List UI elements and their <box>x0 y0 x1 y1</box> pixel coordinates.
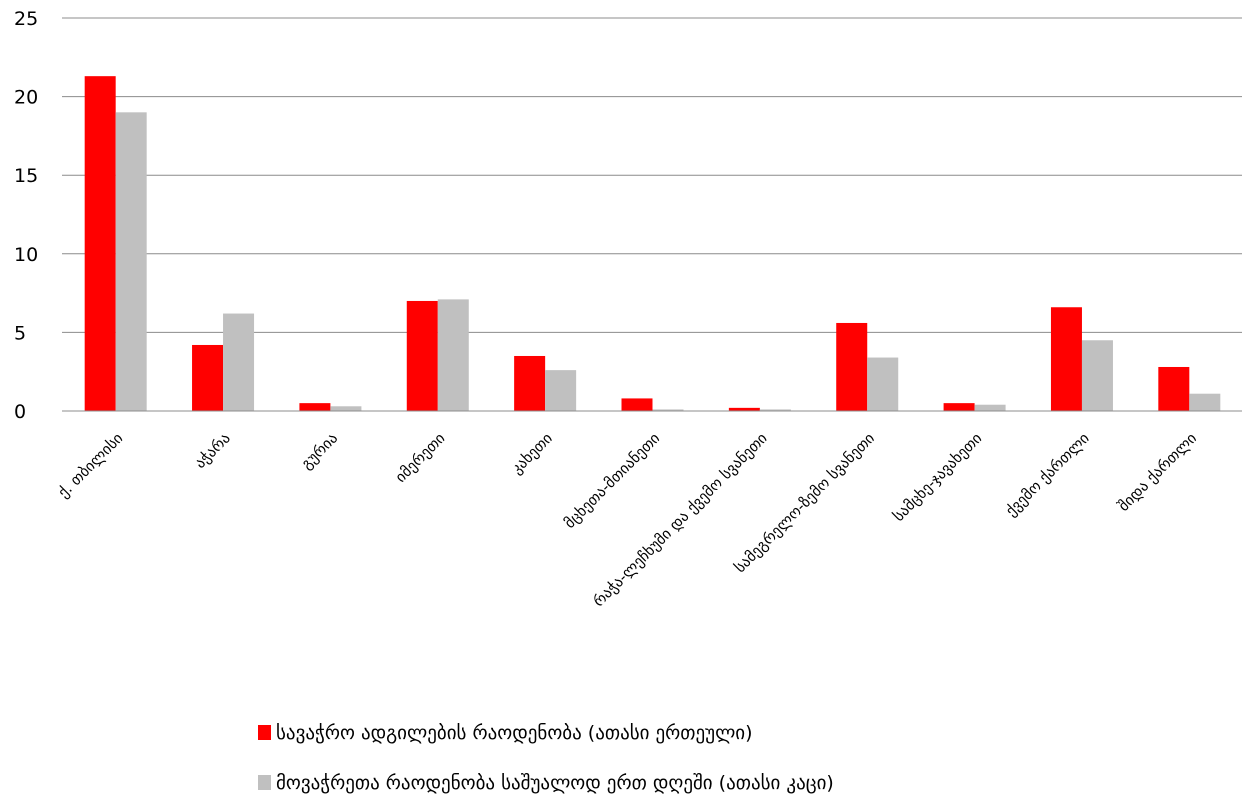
x-category-label: შიდა ქართლი <box>1114 429 1200 515</box>
x-category-label: ქვემო ქართლი <box>1002 429 1093 520</box>
bar-series-2-1 <box>223 313 255 411</box>
y-tick-label: 20 <box>14 87 38 109</box>
bar-series-1-4 <box>514 355 546 411</box>
bar-series-1-7 <box>836 322 868 411</box>
y-tick-label: 5 <box>14 322 26 344</box>
x-axis-category-labels: ქ. თბილისი აჭარა გურია იმერეთი კახეთი მცხეთა-… <box>54 429 1200 610</box>
gridlines <box>62 17 1242 333</box>
legend: სავაჭრო ადგილების რაოდენობა (ათასი ერთეუ… <box>258 722 834 794</box>
legend-swatch-2 <box>258 775 271 790</box>
legend-label-1: სავაჭრო ადგილების რაოდენობა (ათასი ერთეუ… <box>276 722 753 744</box>
bar-series-2-3 <box>437 299 469 411</box>
bar-series-2-9 <box>1081 340 1113 411</box>
x-category-label: ქ. თბილისი <box>54 429 126 501</box>
bar-series-2-5 <box>652 409 684 411</box>
bar-series-2-10 <box>1189 393 1221 411</box>
x-category-label: მცხეთა-მთიანეთი <box>561 429 664 532</box>
bar-series-2-0 <box>115 112 147 411</box>
legend-swatch-1 <box>258 725 271 740</box>
x-category-label: აჭარა <box>191 429 234 472</box>
bar-series-2-8 <box>974 404 1006 411</box>
bar-series-1-9 <box>1050 307 1082 411</box>
bar-series-1-2 <box>299 403 331 411</box>
bars <box>84 76 1221 411</box>
bar-series-2-6 <box>759 409 791 411</box>
bar-series-1-0 <box>84 76 116 411</box>
bar-series-1-8 <box>943 403 975 411</box>
y-tick-label: 25 <box>14 8 38 30</box>
x-category-label: სამცხე-ჯავახეთი <box>889 429 985 525</box>
x-category-label: კახეთი <box>508 429 557 478</box>
y-tick-label: 0 <box>14 401 26 423</box>
bar-series-1-3 <box>406 300 438 411</box>
y-tick-label: 15 <box>14 165 38 187</box>
bar-series-2-4 <box>545 370 577 411</box>
bar-series-1-1 <box>192 344 224 411</box>
y-tick-label: 10 <box>14 244 38 266</box>
x-category-label: რაჭა-ლეჩხუმი და ქვემო სვანეთი <box>589 429 770 610</box>
bar-series-2-7 <box>867 357 899 411</box>
y-axis-ticks: 0 5 10 15 20 25 <box>14 8 38 423</box>
x-category-label: იმერეთი <box>392 429 449 486</box>
bar-series-1-6 <box>728 407 760 411</box>
bar-series-1-10 <box>1158 366 1190 411</box>
legend-label-2: მოვაჭრეთა რაოდენობა საშუალოდ ერთ დღეში (… <box>276 772 834 794</box>
bar-series-2-2 <box>330 406 362 411</box>
bar-series-1-5 <box>621 398 653 411</box>
x-category-label: გურია <box>297 429 341 473</box>
